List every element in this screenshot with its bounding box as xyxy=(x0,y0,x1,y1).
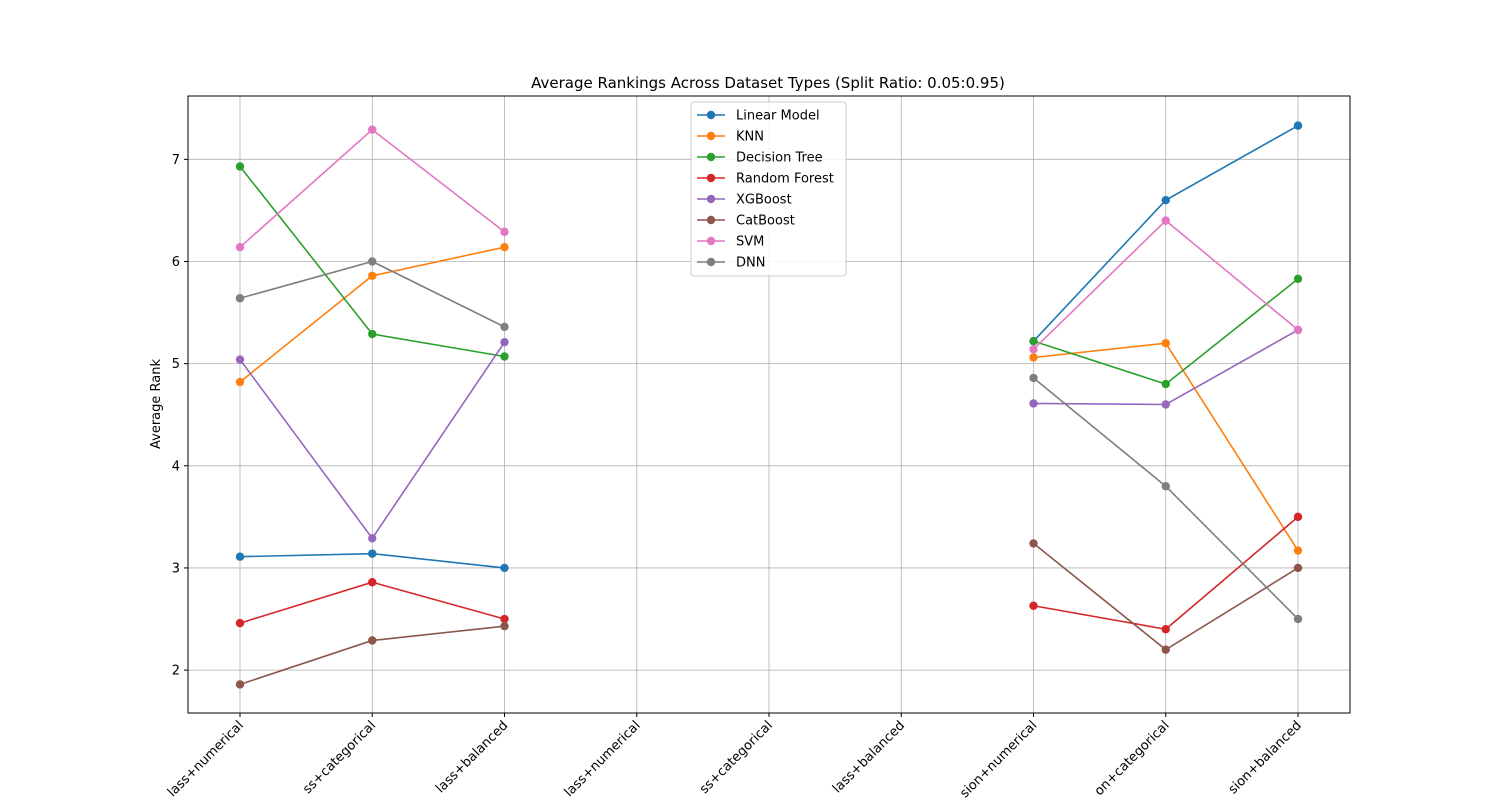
legend-marker xyxy=(706,194,716,204)
series-decision-tree xyxy=(235,162,1303,389)
legend-item: Decision Tree xyxy=(697,151,823,166)
data-point xyxy=(368,534,377,543)
data-point xyxy=(1029,345,1038,354)
chart-title: Average Rankings Across Dataset Types (S… xyxy=(531,74,1005,92)
data-point xyxy=(368,636,377,645)
data-point xyxy=(368,271,377,280)
legend: Linear Model KNN Decision Tree Random Fores… xyxy=(690,101,847,277)
x-tick-label: sion+balanced xyxy=(1226,718,1305,797)
data-point xyxy=(368,125,377,134)
data-point xyxy=(1029,399,1038,408)
data-point xyxy=(1293,614,1303,624)
data-point xyxy=(1161,400,1170,409)
data-point xyxy=(1161,379,1170,389)
legend-label: KNN xyxy=(736,130,764,145)
legend-label: XGBoost xyxy=(736,193,792,208)
data-point xyxy=(500,322,509,332)
data-point xyxy=(1293,121,1303,130)
legend-box xyxy=(690,101,847,277)
y-tick-label: 3 xyxy=(172,561,180,576)
series-knn xyxy=(235,242,1303,555)
legend-item: SVM xyxy=(697,235,764,250)
legend-item: Linear Model xyxy=(697,109,820,124)
data-point xyxy=(235,242,245,252)
legend-label: SVM xyxy=(736,235,764,250)
data-point xyxy=(1029,373,1038,383)
data-point xyxy=(500,227,509,237)
data-point xyxy=(1161,645,1170,654)
x-tick-label: on+categorical xyxy=(1092,718,1173,799)
data-point xyxy=(500,563,509,573)
legend-label: Random Forest xyxy=(736,172,834,187)
legend-marker xyxy=(706,215,716,225)
data-point xyxy=(368,578,377,587)
legend-marker xyxy=(706,257,716,267)
data-point xyxy=(500,614,509,624)
y-tick-label: 5 xyxy=(172,357,180,372)
x-tick-label: lass+numerical xyxy=(562,718,644,800)
data-point xyxy=(235,162,245,171)
data-point xyxy=(500,242,509,252)
y-tick-label: 7 xyxy=(172,153,180,168)
data-point xyxy=(1029,539,1038,548)
data-point xyxy=(1161,482,1170,491)
legend-label: DNN xyxy=(736,256,765,271)
legend-marker xyxy=(706,236,716,246)
data-point xyxy=(368,257,377,266)
y-tick-label: 2 xyxy=(172,664,180,679)
data-point xyxy=(500,621,509,631)
data-point xyxy=(1293,325,1303,335)
legend-item: Random Forest xyxy=(697,172,834,187)
x-tick-label: sion+numerical xyxy=(957,718,1040,800)
data-point xyxy=(1029,353,1038,362)
x-tick-label: ss+categorical xyxy=(300,718,379,797)
y-axis-label: Average Rank xyxy=(149,359,164,449)
data-point xyxy=(1161,216,1170,225)
data-point xyxy=(235,680,245,689)
data-point xyxy=(500,352,509,361)
data-point xyxy=(235,355,245,364)
legend-label: Decision Tree xyxy=(736,151,823,166)
data-point xyxy=(1029,336,1038,346)
legend-label: CatBoost xyxy=(736,214,795,229)
data-point xyxy=(1161,625,1170,634)
legend-marker xyxy=(706,152,716,162)
legend-item: KNN xyxy=(697,130,764,145)
series-catboost xyxy=(235,539,1303,689)
x-tick-label: lass+numerical xyxy=(165,718,247,800)
legend-item: XGBoost xyxy=(697,193,792,208)
data-point xyxy=(368,549,377,558)
data-point xyxy=(1161,195,1170,205)
data-point xyxy=(1029,601,1038,610)
series-random-forest xyxy=(235,512,1303,634)
series-svm xyxy=(235,125,1303,354)
data-point xyxy=(1161,339,1170,348)
x-tick-label: ss+categorical xyxy=(697,718,776,797)
legend-marker xyxy=(706,110,716,120)
data-point xyxy=(1293,563,1303,573)
legend-marker xyxy=(706,131,716,141)
y-tick-label: 4 xyxy=(172,459,180,474)
series-layer xyxy=(235,121,1303,689)
x-tick-label: lass+balanced xyxy=(830,718,908,796)
data-point xyxy=(1293,512,1303,522)
data-point xyxy=(235,294,245,303)
data-point xyxy=(1293,274,1303,284)
data-point xyxy=(368,329,377,339)
data-point xyxy=(1293,546,1303,555)
legend-item: CatBoost xyxy=(697,214,795,229)
legend-label: Linear Model xyxy=(736,109,820,124)
legend-marker xyxy=(706,173,716,183)
data-point xyxy=(235,618,245,628)
legend-item: DNN xyxy=(697,256,765,271)
data-point xyxy=(500,337,509,347)
x-tick-label: lass+balanced xyxy=(433,718,511,796)
series-dnn xyxy=(235,257,1303,624)
data-point xyxy=(235,377,245,387)
y-tick-label: 6 xyxy=(172,255,180,270)
data-point xyxy=(235,552,245,561)
